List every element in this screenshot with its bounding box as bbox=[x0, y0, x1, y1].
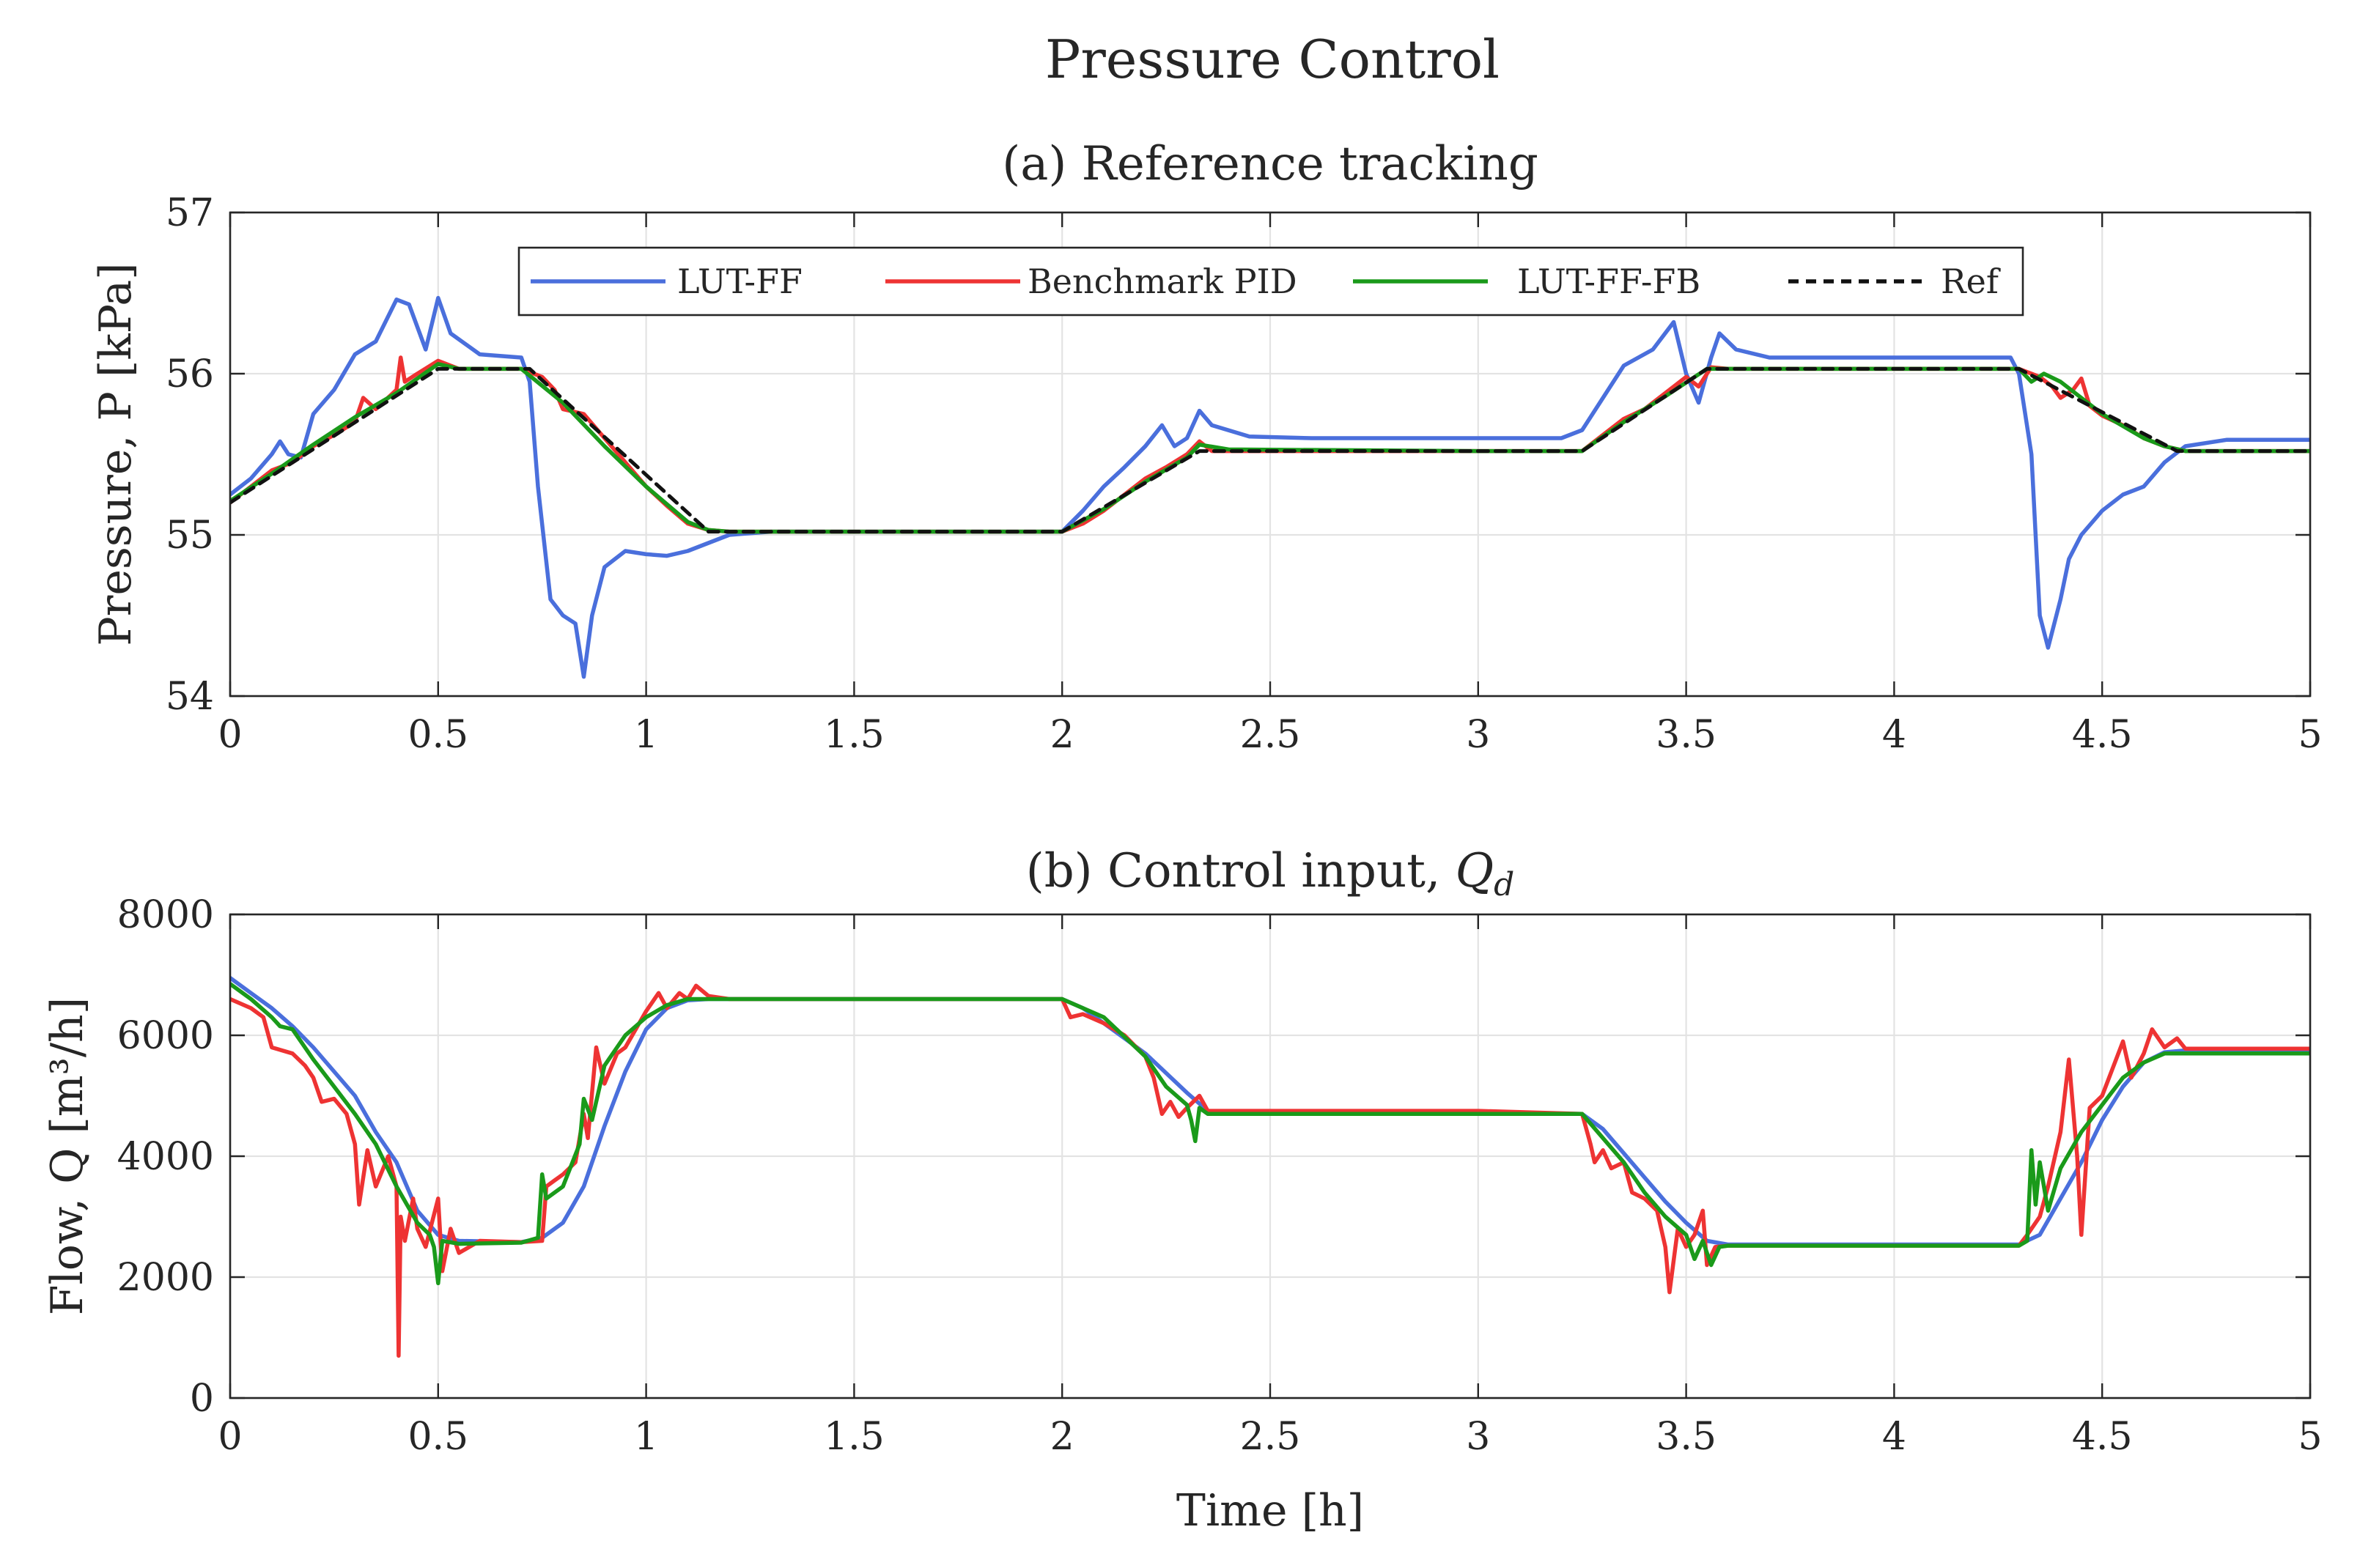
panel-title-text: (b) Control input, bbox=[1026, 844, 1456, 898]
legend-label-benchmark-pid: Benchmark PID bbox=[1028, 262, 1297, 301]
panel-control-input: 0 0.5 1 1.5 2 2.5 3 3.5 4 4.5 5 0 2000 4000 6000 8000 (b… bbox=[42, 844, 2323, 1536]
x-tick-label: 0.5 bbox=[408, 1415, 468, 1459]
x-tick-label: 4 bbox=[1882, 713, 1906, 757]
y-tick-label: 4000 bbox=[117, 1135, 214, 1179]
legend: LUT-FF Benchmark PID LUT-FF-FB Ref bbox=[517, 246, 2024, 317]
legend-label-lut-ff-fb: LUT-FF-FB bbox=[1517, 262, 1700, 301]
series-line-lut-ff bbox=[230, 975, 2310, 1247]
y-axis-label: Pressure, P [kPa] bbox=[90, 262, 141, 646]
x-tick-label: 2 bbox=[1050, 1415, 1074, 1459]
series-line-lut-ff-fb bbox=[230, 982, 2310, 1286]
x-tick-label: 1.5 bbox=[824, 713, 885, 757]
x-tick-label: 1.5 bbox=[824, 1415, 885, 1459]
y-axis-label: Flow, Q [m³/h] bbox=[42, 997, 93, 1315]
series-line-lut-ff bbox=[230, 295, 2310, 679]
x-tick-label: 0.5 bbox=[408, 713, 468, 757]
x-tick-label: 0 bbox=[218, 713, 242, 757]
x-tick-label: 3.5 bbox=[1656, 1415, 1716, 1459]
x-tick-label: 1 bbox=[634, 713, 658, 757]
y-tick-label: 57 bbox=[166, 191, 214, 235]
x-tick-label: 5 bbox=[2298, 1415, 2322, 1459]
x-tick-label: 3 bbox=[1466, 713, 1490, 757]
x-axis-label: Time [h] bbox=[1176, 1485, 1364, 1536]
x-tick-label: 4 bbox=[1882, 1415, 1906, 1459]
panel-reference-tracking: 0 0.5 1 1.5 2 2.5 3 3.5 4 4.5 5 54 55 56 57 (a) Referen… bbox=[90, 137, 2323, 757]
panel-title: (b) Control input, Qd bbox=[1026, 844, 1515, 903]
panel-title-subscript: d bbox=[1494, 866, 1514, 903]
series-group bbox=[230, 975, 2310, 1358]
y-tick-label: 2000 bbox=[117, 1256, 214, 1300]
series-line-ref bbox=[230, 366, 2310, 534]
x-tick-label: 2 bbox=[1050, 713, 1074, 757]
x-tick-label: 0 bbox=[218, 1415, 242, 1459]
y-tick-label: 6000 bbox=[117, 1014, 214, 1058]
x-tick-label: 3 bbox=[1466, 1415, 1490, 1459]
y-tick-label: 56 bbox=[166, 352, 214, 396]
series-group bbox=[230, 295, 2310, 679]
x-tick-label: 4.5 bbox=[2072, 713, 2133, 757]
y-tick-label: 8000 bbox=[117, 893, 214, 937]
panel-title: (a) Reference tracking bbox=[1002, 137, 1538, 191]
x-tick-label: 2.5 bbox=[1240, 1415, 1301, 1459]
x-tick-label: 2.5 bbox=[1240, 713, 1301, 757]
y-tick-label: 54 bbox=[166, 675, 214, 719]
legend-label-lut-ff: LUT-FF bbox=[677, 262, 803, 301]
y-tick-label: 0 bbox=[190, 1377, 214, 1421]
legend-label-ref: Ref bbox=[1941, 262, 2001, 301]
figure-title: Pressure Control bbox=[1045, 29, 1500, 90]
y-tick-label: 55 bbox=[166, 514, 214, 558]
panel-title-symbol: Q bbox=[1456, 844, 1494, 898]
x-tick-label: 1 bbox=[634, 1415, 658, 1459]
panel-title-text: (a) Reference tracking bbox=[1002, 137, 1538, 191]
x-tick-label: 4.5 bbox=[2072, 1415, 2133, 1459]
x-tick-label: 3.5 bbox=[1656, 713, 1716, 757]
legend-box bbox=[517, 246, 2024, 317]
x-tick-label: 5 bbox=[2298, 713, 2322, 757]
